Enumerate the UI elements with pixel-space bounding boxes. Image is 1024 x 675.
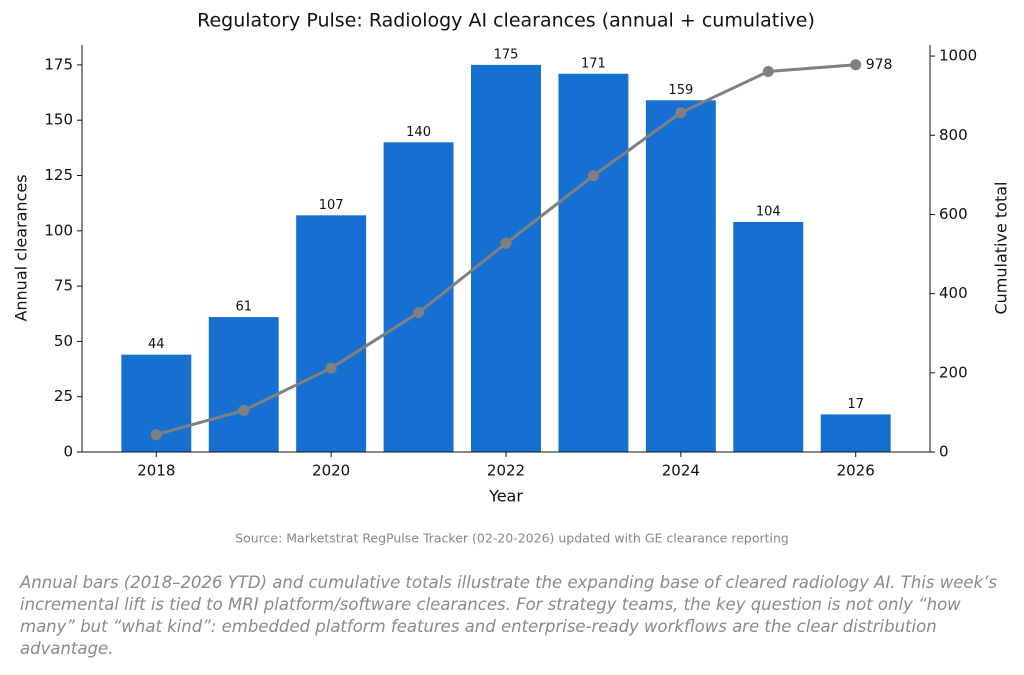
y-tick-label: 150: [44, 111, 73, 129]
y2-tick-label: 800: [939, 126, 968, 144]
x-tick-label: 2020: [312, 462, 350, 480]
line-point: [325, 362, 337, 374]
caption: Annual bars (2018–2026 YTD) and cumulati…: [20, 573, 997, 658]
y2-tick-label: 1000: [939, 47, 977, 65]
x-tick-label: 2024: [662, 462, 700, 480]
y-tick-label: 175: [44, 55, 73, 73]
bar-value-label: 140: [406, 125, 431, 140]
bar-value-label: 104: [756, 204, 781, 219]
bar-value-label: 44: [148, 337, 165, 352]
line-point: [500, 237, 512, 249]
y-tick-label: 100: [44, 221, 73, 239]
y-tick-label: 125: [44, 166, 73, 184]
line-point: [413, 307, 425, 319]
x-tick-label: 2026: [837, 462, 875, 480]
y2-tick-label: 600: [939, 205, 968, 223]
chart-title: Regulatory Pulse: Radiology AI clearance…: [197, 10, 815, 32]
bar-value-label: 17: [847, 397, 864, 412]
bar: [471, 64, 541, 453]
x-axis-label: Year: [488, 487, 523, 506]
y2-tick-label: 200: [939, 363, 968, 381]
bar-value-label: 159: [668, 83, 693, 98]
bar: [820, 414, 891, 452]
x-tick-label: 2022: [487, 462, 525, 480]
line-point: [850, 59, 862, 71]
bar: [558, 73, 629, 452]
line-point: [587, 170, 599, 182]
chart: Regulatory Pulse: Radiology AI clearance…: [12, 10, 1011, 546]
line-point: [675, 107, 687, 119]
y2-tick-label: 400: [939, 284, 968, 302]
x-tick-label: 2018: [137, 462, 175, 480]
bar: [645, 100, 716, 452]
y2-tick-label: 0: [939, 443, 949, 461]
bar-value-label: 61: [235, 300, 252, 315]
y-tick-label: 75: [54, 277, 73, 295]
bar-value-label: 107: [319, 198, 344, 213]
bar: [208, 317, 279, 452]
bar: [733, 221, 804, 452]
y-tick-label: 50: [54, 332, 73, 350]
line-point: [238, 404, 250, 416]
bar: [296, 215, 367, 452]
y-tick-label: 25: [54, 387, 73, 405]
line-value-label: 978: [866, 57, 893, 73]
source-note: Source: Marketstrat RegPulse Tracker (02…: [235, 531, 789, 546]
line-point: [150, 429, 162, 441]
bar: [383, 142, 454, 452]
bar-value-label: 175: [494, 47, 519, 62]
bar-value-label: 171: [581, 56, 606, 71]
y-axis-label: Annual clearances: [12, 174, 31, 321]
y2-axis-label: Cumulative total: [992, 182, 1011, 315]
y-tick-label: 0: [63, 443, 73, 461]
line-point: [762, 66, 774, 78]
